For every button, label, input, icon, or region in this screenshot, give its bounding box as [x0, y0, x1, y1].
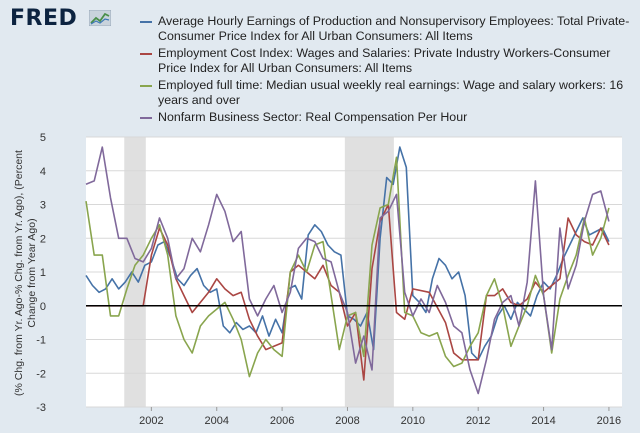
legend-swatch — [140, 21, 152, 23]
legend-label: Nonfarm Business Sector: Real Compensati… — [158, 110, 468, 124]
x-tick-label: 2004 — [204, 415, 228, 427]
series-line[interactable] — [86, 203, 610, 381]
legend-swatch — [140, 85, 152, 87]
x-tick-label: 2014 — [531, 415, 555, 427]
x-tick-label: 2002 — [139, 415, 163, 427]
legend-item[interactable]: Average Hourly Earnings of Production an… — [140, 14, 635, 44]
y-tick-labels: -3 -2 -1 0 1 2 3 4 5 — [36, 132, 46, 414]
series-lines — [85, 146, 610, 395]
series-line[interactable] — [85, 146, 610, 395]
legend-label: Employed full time: Median usual weekly … — [158, 78, 624, 107]
fred-chart-logo-icon — [89, 10, 111, 26]
x-tick-label: 2012 — [466, 415, 490, 427]
y-tick-label: 4 — [40, 166, 46, 178]
legend-label: Average Hourly Earnings of Production an… — [158, 14, 630, 43]
y-tick-label: 3 — [40, 200, 46, 212]
legend-swatch — [140, 53, 152, 55]
legend-label: Employment Cost Index: Wages and Salarie… — [158, 46, 611, 75]
y-tick-label: -2 — [36, 368, 46, 380]
y-tick-label: -1 — [36, 335, 46, 347]
y-tick-label: -3 — [36, 402, 46, 414]
fred-logo[interactable]: FRED — [10, 6, 78, 31]
legend-swatch — [140, 117, 152, 119]
y-tick-label: 0 — [40, 301, 46, 313]
legend-item[interactable]: Nonfarm Business Sector: Real Compensati… — [140, 110, 635, 125]
chart-legend: Average Hourly Earnings of Production an… — [140, 14, 635, 127]
x-tick-label: 2016 — [597, 415, 621, 427]
legend-item[interactable]: Employed full time: Median usual weekly … — [140, 78, 635, 108]
x-tick-label: 2010 — [401, 415, 425, 427]
legend-item[interactable]: Employment Cost Index: Wages and Salarie… — [140, 46, 635, 76]
y-tick-label: 2 — [40, 233, 46, 245]
x-tick-labels: 2002 2004 2006 2008 2010 2012 2014 2016 — [139, 407, 621, 427]
x-tick-label: 2008 — [335, 415, 359, 427]
x-tick-label: 2006 — [270, 415, 294, 427]
y-tick-label: 5 — [40, 132, 46, 144]
y-tick-label: 1 — [40, 267, 46, 279]
